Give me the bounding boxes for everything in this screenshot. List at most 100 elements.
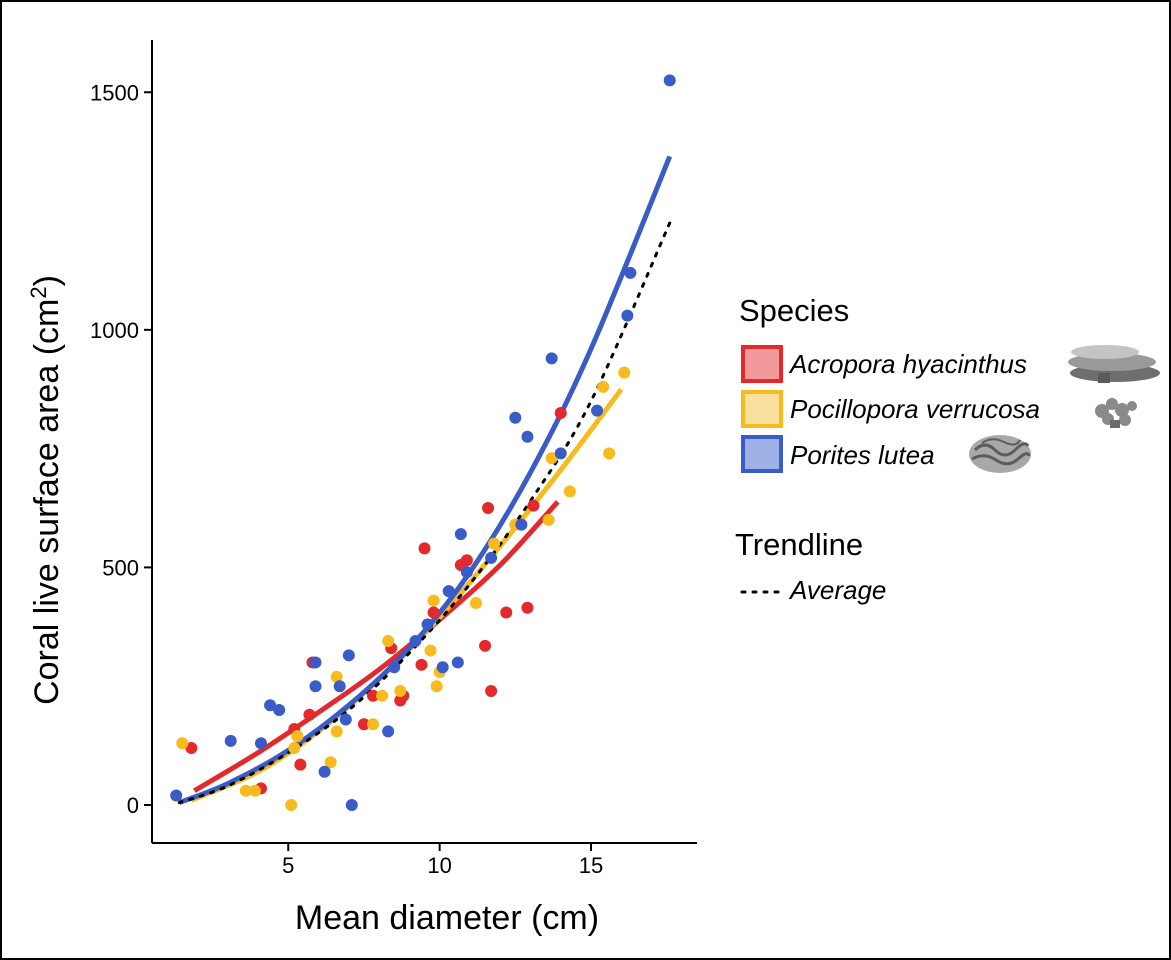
legend-label-average: Average	[788, 575, 886, 605]
data-point-porites	[460, 566, 473, 579]
data-point-pocillopora	[248, 784, 261, 797]
data-point-porites	[485, 551, 498, 564]
data-point-porites	[663, 74, 676, 87]
data-point-pocillopora	[285, 798, 298, 811]
data-point-acropora	[485, 684, 498, 697]
data-point-pocillopora	[367, 718, 380, 731]
data-point-porites	[624, 266, 637, 279]
data-point-pocillopora	[603, 447, 616, 460]
data-point-porites	[621, 309, 634, 322]
legend-trendline-title: Trendline	[735, 527, 863, 562]
y-axis-title: Coral live surface area (cm2)	[26, 275, 66, 705]
data-point-pocillopora	[597, 380, 610, 393]
data-point-porites	[224, 734, 237, 747]
data-point-porites	[345, 798, 358, 811]
y-tick-label: 0	[127, 793, 139, 818]
data-point-porites	[442, 585, 455, 598]
legend: Species Acropora hyacinthus Pocillopora …	[735, 293, 1160, 605]
data-point-pocillopora	[563, 485, 576, 498]
data-point-porites	[436, 661, 449, 674]
fit-line-average	[177, 221, 672, 805]
legend-key-acropora	[741, 345, 783, 383]
legend-key-pocillopora	[741, 390, 783, 428]
y-tick-label: 500	[102, 555, 139, 580]
data-point-pocillopora	[545, 452, 558, 465]
data-point-pocillopora	[176, 737, 189, 750]
data-point-acropora	[479, 639, 492, 652]
data-point-porites	[382, 725, 395, 738]
legend-label-porites: Porites lutea	[790, 440, 935, 470]
data-point-pocillopora	[330, 670, 343, 683]
data-point-pocillopora	[291, 730, 304, 743]
x-tick-label: 15	[579, 853, 603, 878]
data-point-pocillopora	[376, 689, 389, 702]
data-point-acropora	[303, 708, 316, 721]
fit-line-acropora	[193, 500, 560, 793]
data-point-pocillopora	[430, 680, 443, 693]
data-point-porites	[318, 765, 331, 778]
data-point-acropora	[521, 601, 534, 614]
data-point-acropora	[500, 606, 513, 619]
data-point-pocillopora	[288, 741, 301, 754]
data-point-acropora	[185, 741, 198, 754]
data-point-porites	[591, 404, 604, 417]
data-point-pocillopora	[542, 513, 555, 526]
data-point-porites	[554, 447, 567, 460]
data-point-porites	[521, 430, 534, 443]
y-axis-title-main: Coral live surface area (cm	[28, 299, 66, 705]
data-point-porites	[255, 737, 267, 750]
legend-label-acropora: Acropora hyacinthus	[788, 349, 1027, 379]
data-point-acropora	[367, 689, 380, 702]
data-point-pocillopora	[382, 635, 395, 648]
x-tick-label: 5	[282, 853, 294, 878]
data-point-porites	[409, 635, 422, 648]
data-point-acropora	[527, 499, 540, 512]
data-point-porites	[545, 352, 558, 365]
data-point-pocillopora	[394, 684, 407, 697]
y-axis-title-superscript: 2	[26, 286, 51, 298]
data-point-porites	[515, 518, 528, 531]
data-point-acropora	[357, 718, 370, 731]
axes-layer: 5 10 15 0 500 1000 1500	[90, 40, 697, 878]
points-layer	[170, 74, 676, 811]
data-point-porites	[509, 411, 522, 424]
massive-coral-icon	[969, 435, 1031, 473]
data-point-acropora	[427, 606, 440, 619]
y-tick-label: 1000	[90, 318, 139, 343]
data-point-pocillopora	[618, 366, 631, 379]
data-point-porites	[339, 713, 352, 726]
data-point-porites	[309, 656, 322, 669]
data-point-porites	[451, 656, 464, 669]
data-point-pocillopora	[424, 644, 437, 657]
legend-key-porites	[741, 435, 783, 473]
data-point-pocillopora	[330, 725, 343, 738]
x-tick-label: 10	[427, 853, 451, 878]
data-point-acropora	[554, 406, 567, 419]
data-point-porites	[264, 699, 277, 712]
data-point-porites	[342, 649, 355, 662]
data-point-pocillopora	[469, 597, 482, 610]
data-point-acropora	[482, 502, 495, 515]
data-point-porites	[388, 661, 401, 674]
data-point-pocillopora	[488, 537, 501, 550]
fit-layer	[177, 155, 673, 805]
x-axis-title: Mean diameter (cm)	[295, 899, 599, 937]
fit-line-porites	[178, 155, 673, 805]
legend-label-pocillopora: Pocillopora verrucosa	[790, 394, 1040, 424]
y-axis-title-close: )	[28, 275, 66, 286]
data-point-porites	[273, 703, 286, 716]
legend-species-title: Species	[739, 293, 849, 328]
data-point-pocillopora	[239, 784, 252, 797]
data-point-pocillopora	[427, 594, 440, 607]
data-point-acropora	[415, 658, 428, 671]
data-point-porites	[333, 680, 346, 693]
branching-coral-icon	[1095, 398, 1137, 428]
data-point-porites	[309, 680, 322, 693]
data-point-porites	[421, 618, 434, 631]
data-point-acropora	[418, 542, 431, 555]
data-point-acropora	[294, 758, 307, 771]
y-tick-label: 1500	[90, 80, 139, 105]
table-coral-icon	[1068, 345, 1160, 383]
data-point-acropora	[460, 554, 473, 567]
